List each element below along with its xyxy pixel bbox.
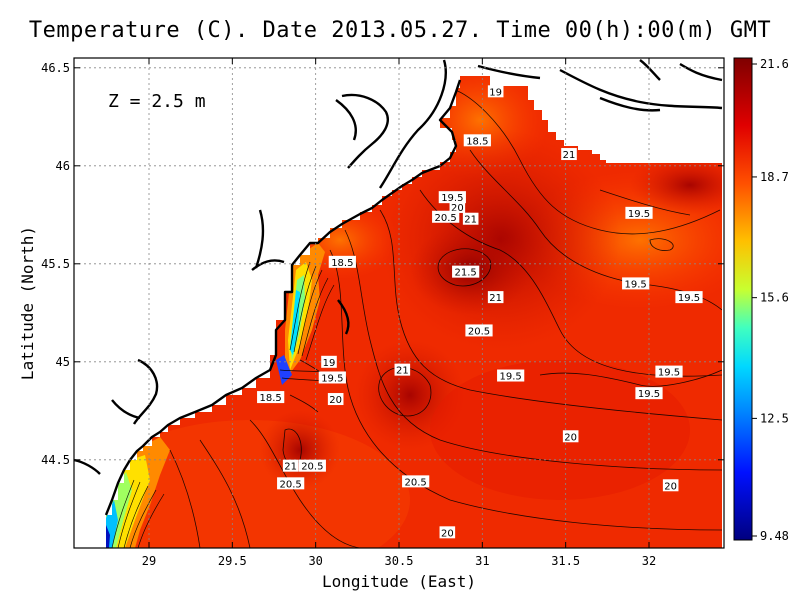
contour-label-text: 20.5 bbox=[435, 213, 457, 224]
x-tick-label: 30 bbox=[308, 554, 322, 568]
contour-label: 20.5 bbox=[277, 477, 305, 490]
contour-label-text: 18.5 bbox=[466, 136, 488, 147]
x-axis-title: Longitude (East) bbox=[322, 572, 476, 591]
depth-label: Z = 2.5 m bbox=[108, 91, 206, 112]
contour-label: 21 bbox=[561, 148, 577, 161]
contour-label-text: 20 bbox=[664, 481, 677, 492]
contour-label: 20.5 bbox=[432, 210, 460, 224]
colorbar-tick-label: 21.6 bbox=[760, 57, 789, 71]
contour-label: 18.5 bbox=[328, 255, 356, 269]
y-axis: 44.5 45 45.5 46 46.5 bbox=[41, 61, 724, 467]
contour-label-text: 20 bbox=[329, 395, 342, 406]
contour-label-text: 19.5 bbox=[628, 209, 650, 220]
contour-label: 19.5 bbox=[655, 365, 683, 379]
contour-label-text: 21 bbox=[396, 366, 409, 377]
contour-label-text: 20.5 bbox=[280, 479, 302, 490]
contour-label-text: 18.5 bbox=[331, 258, 353, 269]
contour-label-text: 21 bbox=[563, 150, 576, 161]
contour-label: 20 bbox=[662, 479, 679, 492]
colorbar-scale bbox=[733, 57, 753, 541]
colorbar-tick-label: 18.7 bbox=[760, 170, 789, 184]
contour-label: 18.5 bbox=[463, 134, 491, 147]
x-tick-label: 31 bbox=[475, 554, 489, 568]
x-tick-label: 30.5 bbox=[385, 554, 414, 568]
contour-label: 20.5 bbox=[465, 324, 493, 337]
contour-label-text: 19 bbox=[323, 358, 336, 369]
contour-label-text: 20 bbox=[441, 528, 454, 539]
colorbar: 21.6 18.7 15.6 12.5 9.48 bbox=[733, 57, 789, 543]
contour-label: 20.5 bbox=[298, 459, 326, 473]
contour-label: 19.5 bbox=[622, 277, 650, 290]
contour-label-text: 21 bbox=[464, 215, 477, 226]
contour-label: 19.5 bbox=[625, 206, 653, 220]
y-tick-label: 45 bbox=[56, 355, 70, 369]
colorbar-tick-label: 15.6 bbox=[760, 291, 789, 305]
contour-label: 21 bbox=[282, 459, 299, 473]
contour-label: 19.5 bbox=[318, 371, 346, 384]
x-tick-label: 31.5 bbox=[551, 554, 580, 568]
contour-label-text: 21.5 bbox=[455, 268, 477, 279]
contour-label: 20 bbox=[439, 526, 456, 539]
y-tick-label: 46 bbox=[56, 159, 70, 173]
contour-label: 20 bbox=[562, 430, 579, 443]
contour-label: 20.5 bbox=[402, 475, 430, 488]
contour-label-text: 21 bbox=[284, 462, 297, 473]
contour-label-text: 19.5 bbox=[625, 279, 647, 290]
colorbar-tick-label: 12.5 bbox=[760, 411, 789, 425]
contour-label: 21 bbox=[462, 212, 479, 226]
x-axis: 29 29.5 30 30.5 31 31.5 32 bbox=[142, 58, 656, 568]
contour-label-text: 19.5 bbox=[441, 193, 463, 204]
contour-label: 21.5 bbox=[452, 265, 480, 279]
x-tick-label: 32 bbox=[642, 554, 656, 568]
contour-label-text: 21 bbox=[489, 293, 502, 304]
contour-label: 19.5 bbox=[438, 191, 466, 204]
map-title: Temperature (C). Date 2013.05.27. Time 0… bbox=[28, 18, 772, 43]
contour-label-text: 19.5 bbox=[500, 372, 522, 383]
contour-label: 19 bbox=[321, 355, 337, 369]
contour-label: 19.5 bbox=[497, 369, 525, 383]
contour-label-text: 18.5 bbox=[260, 393, 282, 404]
contour-label: 21 bbox=[394, 363, 411, 377]
contour-label-text: 19.5 bbox=[678, 293, 700, 304]
contour-label-text: 20.5 bbox=[405, 477, 427, 488]
contour-label-text: 19.5 bbox=[321, 373, 343, 384]
contour-label: 18.5 bbox=[257, 391, 285, 404]
y-axis-title: Latitude (North) bbox=[18, 226, 37, 380]
contour-label-text: 20.5 bbox=[301, 462, 323, 473]
contour-label: 19.5 bbox=[635, 387, 663, 400]
colorbar-tick-label: 9.48 bbox=[760, 529, 789, 543]
y-tick-label: 46.5 bbox=[41, 61, 70, 75]
contour-label: 21 bbox=[487, 291, 504, 304]
contour-label: 19 bbox=[487, 85, 504, 98]
x-tick-label: 29.5 bbox=[218, 554, 247, 568]
contour-label-text: 19 bbox=[489, 87, 502, 98]
x-tick-label: 29 bbox=[142, 554, 156, 568]
y-tick-label: 45.5 bbox=[41, 257, 70, 271]
contour-label-text: 20 bbox=[451, 203, 464, 214]
contour-label: 20 bbox=[449, 200, 466, 214]
contour-label: 19.5 bbox=[675, 291, 703, 304]
y-tick-label: 44.5 bbox=[41, 453, 70, 467]
contour-label-text: 19.5 bbox=[638, 389, 660, 400]
contour-label: 20 bbox=[327, 393, 344, 406]
contour-label-text: 19.5 bbox=[658, 368, 680, 379]
contour-label-text: 20.5 bbox=[468, 326, 490, 337]
contour-label-text: 20 bbox=[564, 432, 577, 443]
